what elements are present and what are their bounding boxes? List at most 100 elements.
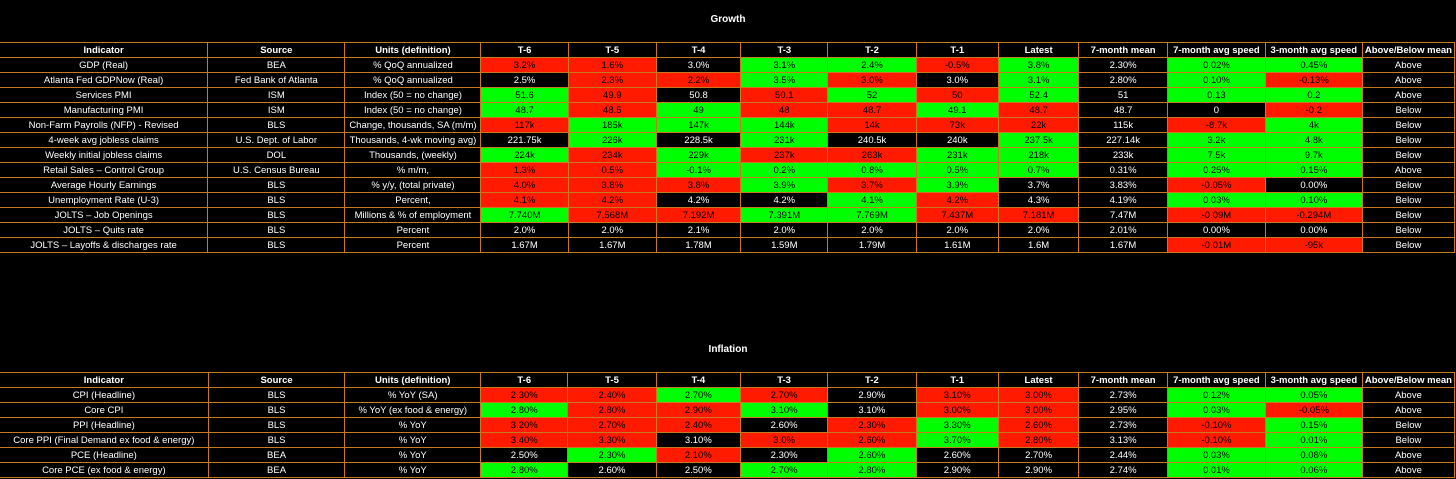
table-cell: 3.2% — [480, 57, 569, 73]
column-header: 3-month avg speed — [1264, 372, 1363, 388]
indicator-cell: Weekly initial jobless claims — [0, 147, 209, 163]
table-cell: BLS — [207, 432, 346, 448]
indicator-cell: Manufacturing PMI — [0, 102, 209, 118]
table-cell: 22k — [997, 117, 1080, 133]
table-cell: 2.4% — [827, 57, 917, 73]
table-cell: 228.5k — [655, 132, 742, 148]
table-cell: 227.14k — [1078, 132, 1168, 148]
table-cell: 2.30% — [480, 387, 569, 403]
table-cell: Thousands, (weekly) — [344, 147, 482, 163]
table-cell: 224k — [480, 147, 569, 163]
table-cell: 7.181M — [997, 207, 1080, 223]
table-cell: 7.47M — [1078, 207, 1168, 223]
column-header: Indicator — [0, 372, 209, 388]
table-cell: ISM — [207, 87, 346, 103]
table-cell: 48.5 — [567, 102, 657, 118]
table-cell: 4.2% — [655, 192, 742, 208]
table-cell: Below — [1361, 237, 1456, 253]
table-cell: 3.70% — [915, 432, 999, 448]
table-cell: 4.8k — [1264, 132, 1363, 148]
table-cell: 2.90% — [827, 387, 917, 403]
table-cell: 2.30% — [827, 417, 917, 433]
table-cell: 1.3% — [480, 162, 569, 178]
table-cell: BLS — [207, 192, 346, 208]
table-cell: 3.8% — [655, 177, 742, 193]
table-cell: 4.0% — [480, 177, 569, 193]
table-cell: BEA — [207, 462, 346, 478]
table-cell: 3.10% — [915, 387, 999, 403]
table-cell: 0.7% — [997, 162, 1080, 178]
column-header: T-5 — [567, 42, 657, 58]
table-cell: -0.01M — [1166, 237, 1266, 253]
table-cell: Above — [1361, 462, 1456, 478]
table-cell: 0.13 — [1166, 87, 1266, 103]
table-cell: 3.30% — [915, 417, 999, 433]
table-cell: % y/y, (total private) — [344, 177, 482, 193]
table-cell: 221.75k — [480, 132, 569, 148]
table-cell: 0.45% — [1264, 57, 1363, 73]
table-cell: 1.6M — [997, 237, 1080, 253]
table-cell: -0.10% — [1166, 417, 1266, 433]
table-cell: -0.2 — [1264, 102, 1363, 118]
indicator-cell: CPI (Headline) — [0, 387, 209, 403]
table-cell: 1.67M — [480, 237, 569, 253]
table-cell: 3.8% — [567, 177, 657, 193]
table-cell: 2.0% — [567, 222, 657, 238]
table-cell: 7.192M — [655, 207, 742, 223]
table-cell: BLS — [207, 237, 346, 253]
table-cell: 3.00% — [997, 387, 1080, 403]
table-cell: 2.3% — [567, 72, 657, 88]
table-cell: BLS — [207, 417, 346, 433]
indicator-cell: 4-week avg jobless claims — [0, 132, 209, 148]
table-cell: 49.9 — [567, 87, 657, 103]
table-cell: 4.3% — [997, 192, 1080, 208]
table-cell: 4.2% — [740, 192, 829, 208]
table-cell: 4k — [1264, 117, 1363, 133]
column-header: Indicator — [0, 42, 209, 58]
table-cell: 1.6% — [567, 57, 657, 73]
column-header: Latest — [997, 372, 1080, 388]
table-cell: 2.73% — [1078, 387, 1168, 403]
table-cell: 240k — [915, 132, 999, 148]
table-cell: 50.8 — [655, 87, 742, 103]
table-cell: 234k — [567, 147, 657, 163]
table-cell: 0.15% — [1264, 417, 1363, 433]
indicator-cell: GDP (Real) — [0, 57, 209, 73]
table-cell: Above — [1361, 57, 1456, 73]
table-row: Core PPI (Final Demand ex food & energy)… — [0, 432, 1456, 448]
table-cell: BLS — [207, 222, 346, 238]
table-cell: Percent — [344, 222, 482, 238]
table-cell: 2.2% — [655, 72, 742, 88]
column-header: T-6 — [480, 372, 569, 388]
table-cell: 2.0% — [480, 222, 569, 238]
table-cell: 0.12% — [1166, 387, 1266, 403]
table-cell: -0.10% — [1166, 432, 1266, 448]
table-cell: % YoY — [344, 432, 482, 448]
table-cell: -0.05% — [1166, 177, 1266, 193]
table-cell: 3.40% — [480, 432, 569, 448]
table-cell: Above — [1361, 387, 1456, 403]
table-cell: Below — [1361, 102, 1456, 118]
column-header: 3-month avg speed — [1264, 42, 1363, 58]
table-cell: 3.9% — [915, 177, 999, 193]
table-cell: 233k — [1078, 147, 1168, 163]
table-cell: 2.70% — [997, 447, 1080, 463]
indicator-cell: JOLTS – Quits rate — [0, 222, 209, 238]
indicator-cell: Core CPI — [0, 402, 209, 418]
table-cell: 2.70% — [655, 387, 741, 403]
table-cell: 1.61M — [915, 237, 999, 253]
column-header: 7-month mean — [1078, 42, 1168, 58]
table-cell: 3.2k — [1166, 132, 1266, 148]
indicator-cell: JOLTS – Layoffs & discharges rate — [0, 237, 209, 253]
table-cell: 48.7 — [480, 102, 569, 118]
table-cell: 4.1% — [480, 192, 569, 208]
table-cell: % YoY — [344, 462, 482, 478]
table-cell: 3.0% — [739, 432, 829, 448]
table-cell: Above — [1361, 162, 1456, 178]
table-cell: 2.70% — [739, 462, 829, 478]
table-cell: BLS — [207, 387, 346, 403]
table-row: PCE (Headline) BEA% YoY 2.50% 2.30% 2.10% 2.3… — [0, 447, 1456, 463]
table-cell: 0.15% — [1264, 162, 1363, 178]
table-cell: 2.60% — [739, 417, 829, 433]
table-cell: 7.437M — [915, 207, 999, 223]
